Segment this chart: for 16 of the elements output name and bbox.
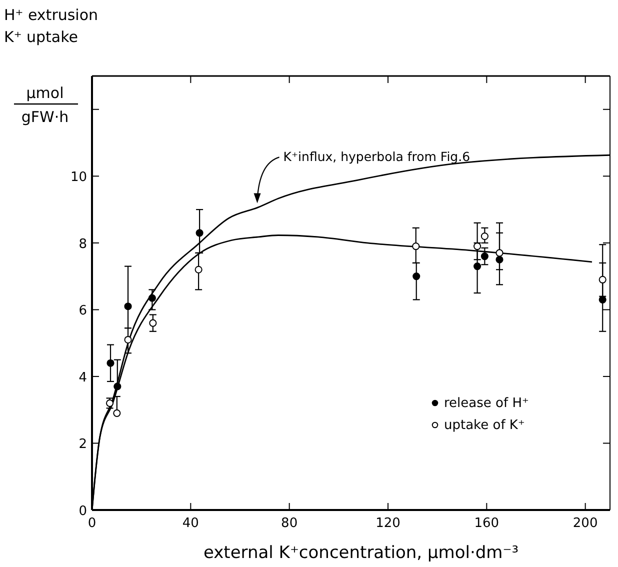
x-tick-label: 80: [281, 516, 298, 531]
legend-label: uptake of K⁺: [444, 418, 525, 433]
y-tick-label: 8: [78, 236, 87, 252]
x-tick-label: 160: [474, 516, 500, 531]
x-tick-label: 120: [376, 516, 400, 531]
x-tick-label: 40: [182, 516, 199, 531]
legend-label: release of H⁺: [444, 396, 529, 411]
y-tick-label: 2: [78, 437, 87, 452]
text: H⁺ extrusion K⁺ uptake μmol gFW·h: [4, 6, 98, 126]
y-tick-label: 6: [78, 304, 87, 319]
y-tick-label: 10: [70, 170, 87, 186]
annotation: K⁺influx, hyperbola from Fig.6: [283, 149, 470, 164]
y-tick-label: 0: [78, 504, 87, 519]
y-tick-label: 4: [78, 370, 87, 386]
x-tick-label: 200: [572, 516, 598, 531]
x-axis-title: external K⁺concentration, μmol·dm⁻³: [203, 543, 519, 563]
